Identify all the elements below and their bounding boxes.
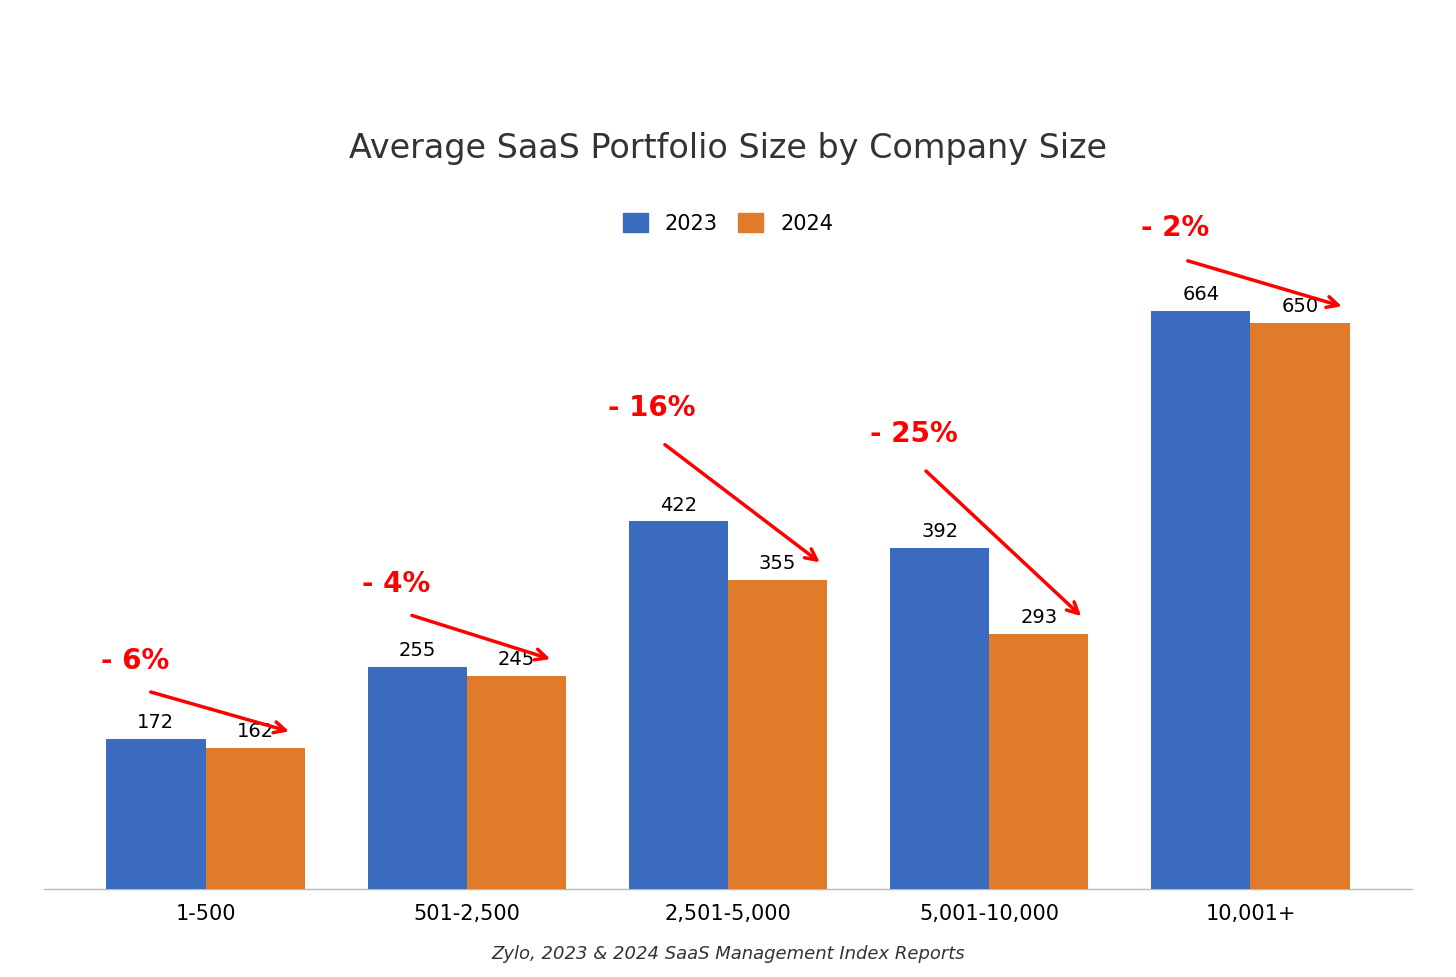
Text: - 16%: - 16% xyxy=(609,394,696,422)
Text: 355: 355 xyxy=(759,553,796,573)
Text: 422: 422 xyxy=(660,495,697,514)
Text: - 4%: - 4% xyxy=(363,570,431,598)
Text: 162: 162 xyxy=(237,721,274,741)
Bar xyxy=(890,548,989,889)
Title: Average SaaS Portfolio Size by Company Size: Average SaaS Portfolio Size by Company S… xyxy=(349,132,1107,165)
Legend: 2023, 2024: 2023, 2024 xyxy=(613,203,843,244)
Text: 172: 172 xyxy=(137,712,175,732)
Bar xyxy=(205,748,304,889)
Text: - 25%: - 25% xyxy=(869,420,958,447)
Bar xyxy=(728,580,827,889)
Text: 255: 255 xyxy=(399,640,435,659)
Text: - 6%: - 6% xyxy=(100,646,169,674)
Bar xyxy=(629,522,728,889)
Text: 650: 650 xyxy=(1281,297,1319,316)
Text: 293: 293 xyxy=(1021,608,1057,626)
Text: Zylo, 2023 & 2024 SaaS Management Index Reports: Zylo, 2023 & 2024 SaaS Management Index … xyxy=(491,945,965,962)
Bar xyxy=(106,740,205,889)
Bar xyxy=(989,634,1089,889)
Text: 245: 245 xyxy=(498,649,534,668)
Text: 664: 664 xyxy=(1182,284,1219,304)
Bar xyxy=(1251,323,1350,889)
Text: 392: 392 xyxy=(922,521,958,540)
Bar xyxy=(1152,312,1251,889)
Bar xyxy=(467,676,566,889)
Text: - 2%: - 2% xyxy=(1140,214,1208,241)
Bar xyxy=(367,667,467,889)
